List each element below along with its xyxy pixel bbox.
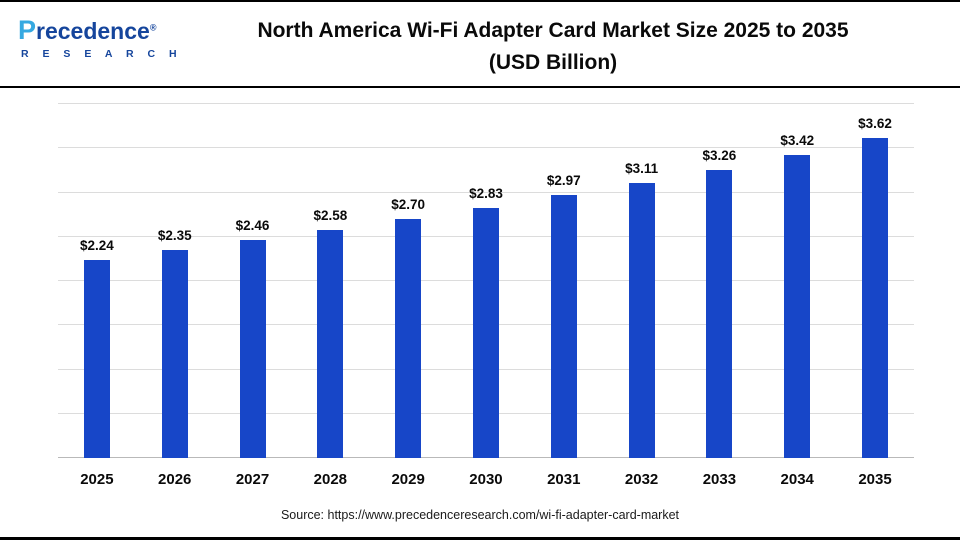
precedence-research-logo: Precedence® R E S E A R C H <box>18 17 183 61</box>
bar <box>862 137 889 458</box>
chart-title-line1: North America Wi-Fi Adapter Card Market … <box>257 19 849 42</box>
bar-value-label: $3.26 <box>702 147 737 163</box>
bar <box>239 240 266 458</box>
bar <box>628 182 655 458</box>
x-tick-label: 2027 <box>235 471 270 488</box>
gridline <box>58 103 914 104</box>
x-tick-label: 2031 <box>547 471 581 488</box>
bar-value-label: $2.46 <box>235 218 270 234</box>
x-tick-label: 2034 <box>780 471 814 488</box>
x-tick-label: 2032 <box>624 471 659 488</box>
bar-column: $2.83 <box>447 104 525 458</box>
x-axis-labels: 2025 2026 2027 2028 2029 2030 2031 2032 2033 2034… <box>58 471 914 488</box>
gridline <box>58 191 914 193</box>
logo-wordmark: Precedence® <box>18 17 182 44</box>
chart-title-line2: (USD Billion) <box>488 50 618 74</box>
bar-value-label: $2.58 <box>313 207 348 223</box>
bar-value-label: $2.83 <box>469 185 503 201</box>
x-tick-label: 2033 <box>702 471 737 488</box>
bar-value-label: $3.42 <box>780 133 815 149</box>
x-tick-label: 2030 <box>469 471 503 488</box>
source-text: Source: https://www.precedenceresearch.c… <box>280 508 680 522</box>
bar-column: $2.97 <box>525 104 603 458</box>
registered-trademark-icon: ® <box>149 22 157 33</box>
x-tick-label: 2029 <box>391 471 425 488</box>
logo-subtitle: R E S E A R C H <box>21 48 183 60</box>
bar-value-label: $2.24 <box>80 237 114 253</box>
bar <box>395 219 422 458</box>
bar <box>472 207 499 458</box>
bar-value-label: $2.97 <box>546 173 581 189</box>
bars-row: $2.24 $2.35 $2.46 $2.58 $2.70 $2.83 $2.97 $3.11… <box>58 104 914 458</box>
x-tick-label: 2028 <box>313 471 348 488</box>
bar <box>317 229 344 458</box>
bar <box>83 259 110 458</box>
x-tick-label: 2035 <box>858 471 892 488</box>
bar-column: $2.58 <box>291 104 369 458</box>
bar-column: $3.11 <box>603 104 681 458</box>
bar-column: $3.26 <box>681 104 759 458</box>
bar <box>161 250 188 458</box>
bar <box>706 169 733 458</box>
bar-value-label: $2.35 <box>157 228 192 244</box>
x-tick-label: 2025 <box>80 471 114 488</box>
plot-area: $2.24 $2.35 $2.46 $2.58 $2.70 $2.83 $2.97 $3.11… <box>58 103 914 458</box>
bar-column: $2.24 <box>58 104 136 458</box>
bar-chart: $2.24 $2.35 $2.46 $2.58 $2.70 $2.83 $2.97 $3.11… <box>0 88 960 488</box>
bar-column: $2.35 <box>136 104 214 458</box>
bar-column: $2.46 <box>214 104 292 458</box>
bar-column: $2.70 <box>369 104 447 458</box>
logo-initial: P <box>18 15 37 45</box>
bar-column: $3.62 <box>836 104 914 458</box>
gridline <box>58 147 914 149</box>
x-tick-label: 2026 <box>158 471 192 488</box>
bar <box>784 155 811 458</box>
bar-value-label: $3.11 <box>625 160 659 176</box>
header: Precedence® R E S E A R C H North Americ… <box>0 2 960 88</box>
bar-column: $3.42 <box>758 104 836 458</box>
bar-value-label: $2.70 <box>391 197 426 213</box>
bar <box>550 195 577 458</box>
chart-title: North America Wi-Fi Adapter Card Market … <box>0 2 960 78</box>
bar-value-label: $3.62 <box>858 115 892 131</box>
logo-wordmark-rest: recedence <box>36 18 150 44</box>
